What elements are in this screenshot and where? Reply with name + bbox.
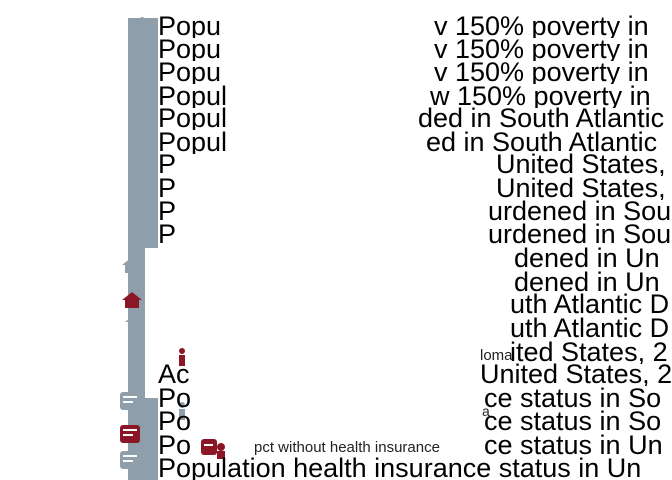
text-line: Ac United States, 2 <box>158 362 672 386</box>
line-prefix: Popu <box>158 60 222 84</box>
line-suffix: dened in Un <box>514 270 660 294</box>
line-suffix: United States, <box>496 152 666 176</box>
line-prefix: P <box>158 152 177 176</box>
person-icon <box>118 112 150 134</box>
text-line: Popu v 150% poverty in <box>158 37 672 61</box>
mask-block <box>230 108 408 128</box>
line-suffix: uth Atlantic D <box>510 316 670 340</box>
insurance-card-icon <box>198 438 230 460</box>
line-suffix: ded in South Atlantic <box>418 106 665 130</box>
small-label: pct without health insurance <box>254 439 440 456</box>
line-suffix: v 150% poverty in <box>434 14 649 38</box>
text-line: ited States, 2 <box>158 340 672 364</box>
text-line: Population health insurance status in Un <box>158 456 672 480</box>
line-suffix: uth Atlantic D <box>510 292 670 316</box>
line-suffix: United States, 2 <box>480 362 672 386</box>
line-suffix: w 150% poverty in <box>430 84 651 108</box>
text-line: P United States, <box>158 176 672 200</box>
insurance-card-icon <box>114 390 146 412</box>
house-icon <box>116 289 148 311</box>
mask-block <box>226 39 424 59</box>
line-suffix: ed in South Atlantic <box>426 130 658 154</box>
line-prefix: P <box>158 199 177 223</box>
line-prefix: P <box>158 176 177 200</box>
text-line: dened in Un <box>158 270 672 294</box>
person-icon <box>166 346 198 368</box>
line-suffix: United States, <box>496 176 666 200</box>
mask-block <box>176 178 494 198</box>
line-prefix: Popul <box>158 130 228 154</box>
line-prefix: Po <box>158 433 192 457</box>
house-icon <box>118 311 150 333</box>
dot-icon <box>126 8 158 30</box>
text-line: Popul w 150% poverty in <box>158 84 672 108</box>
line-suffix: urdened in Sou <box>488 222 672 246</box>
text-line: P United States, <box>158 152 672 176</box>
text-line: Po ce status in So <box>158 386 672 410</box>
person-icon <box>118 176 150 198</box>
line-prefix: Population health insurance status in Un <box>158 456 642 480</box>
text-line: Popu v 150% poverty in <box>158 60 672 84</box>
line-suffix: v 150% poverty in <box>434 60 649 84</box>
text-line: P urdened in Sou <box>158 222 672 246</box>
person-icon <box>166 400 198 422</box>
text-line: Popul ded in South Atlantic <box>158 106 672 130</box>
line-suffix: v 150% poverty in <box>434 37 649 61</box>
text-line: P urdened in Sou <box>158 199 672 223</box>
text-line: Po ce status in So <box>158 409 672 433</box>
person-icon <box>118 200 150 222</box>
mask-block <box>230 132 416 152</box>
insurance-card-icon <box>114 423 146 445</box>
line-suffix: ce status in Un <box>484 433 663 457</box>
line-suffix: ce status in So <box>484 386 662 410</box>
line-prefix: Popu <box>158 37 222 61</box>
line-prefix: Po <box>158 409 192 433</box>
mask-block <box>176 224 486 244</box>
text-line: dened in Un <box>158 246 672 270</box>
small-label: a <box>482 403 490 419</box>
line-suffix: dened in Un <box>514 246 660 270</box>
insurance-card-icon <box>114 449 146 471</box>
text-line: uth Atlantic D <box>158 292 672 316</box>
mask-block <box>176 201 486 221</box>
line-prefix: Ac <box>158 362 190 386</box>
text-line: uth Atlantic D <box>158 316 672 340</box>
line-prefix: Po <box>158 386 192 410</box>
mask-block <box>176 154 494 174</box>
mask-block <box>226 62 424 82</box>
line-suffix: ce status in So <box>484 409 662 433</box>
house-icon <box>116 254 148 276</box>
line-prefix: Popul <box>158 84 228 108</box>
mask-block <box>226 16 424 36</box>
line-prefix: P <box>158 222 177 246</box>
text-line: Popu v 150% poverty in <box>158 14 672 38</box>
line-prefix: Popu <box>158 14 222 38</box>
mask-block <box>230 86 420 106</box>
small-label: loma <box>480 347 513 364</box>
overlay-panel <box>145 248 510 398</box>
text-line: Po ce status in Un <box>158 433 672 457</box>
line-suffix: ited States, 2 <box>510 340 668 364</box>
line-prefix: Popul <box>158 106 228 130</box>
line-suffix: urdened in Sou <box>488 199 672 223</box>
text-line: Popul ed in South Atlantic <box>158 130 672 154</box>
